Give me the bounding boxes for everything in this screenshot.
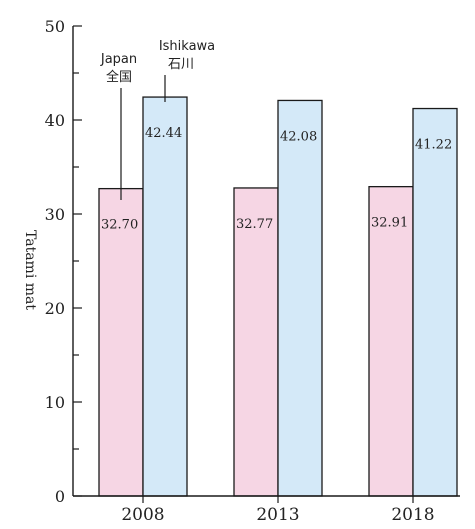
y-axis-title: Tatami mat [22, 230, 38, 310]
legend-japan-ja: 全国 [106, 69, 132, 85]
y-tick-label: 40 [45, 111, 65, 130]
data-label-ishikawa-2018: 41.22 [415, 138, 452, 153]
bar-ishikawa-2013 [277, 99, 323, 497]
x-tick-label: 2018 [391, 505, 434, 525]
bar-japan-2008 [98, 187, 144, 497]
y-tick-label: 10 [45, 393, 65, 412]
data-label-japan-2018: 32.91 [371, 216, 408, 231]
bar-japan-2018 [368, 185, 414, 497]
y-tick-label: 0 [55, 487, 65, 506]
y-tick-label: 20 [45, 299, 65, 318]
bar-ishikawa-2008 [142, 96, 188, 497]
legend-callouts: Japan 全国 Ishikawa 石川 [100, 39, 215, 200]
bar-japan-2013 [233, 187, 279, 497]
axes: 0 10 20 30 40 50 2008 2013 2018 Tatami mat [22, 17, 460, 525]
y-tick-label: 30 [45, 205, 65, 224]
y-tick-label: 50 [45, 17, 65, 36]
data-labels: 32.70 42.44 32.77 42.08 32.91 41.22 [101, 126, 452, 233]
bar-ishikawa-2018 [412, 107, 458, 497]
legend-ishikawa-en: Ishikawa [159, 39, 215, 54]
legend-japan-en: Japan [100, 52, 137, 67]
data-label-ishikawa-2013: 42.08 [280, 129, 317, 144]
data-label-japan-2013: 32.77 [236, 217, 273, 232]
legend-ishikawa-ja: 石川 [168, 57, 194, 72]
data-label-japan-2008: 32.70 [101, 218, 138, 233]
data-label-ishikawa-2008: 42.44 [145, 126, 182, 141]
x-tick-label: 2008 [121, 505, 164, 525]
x-tick-label: 2013 [256, 505, 299, 525]
plot-area [98, 96, 458, 497]
